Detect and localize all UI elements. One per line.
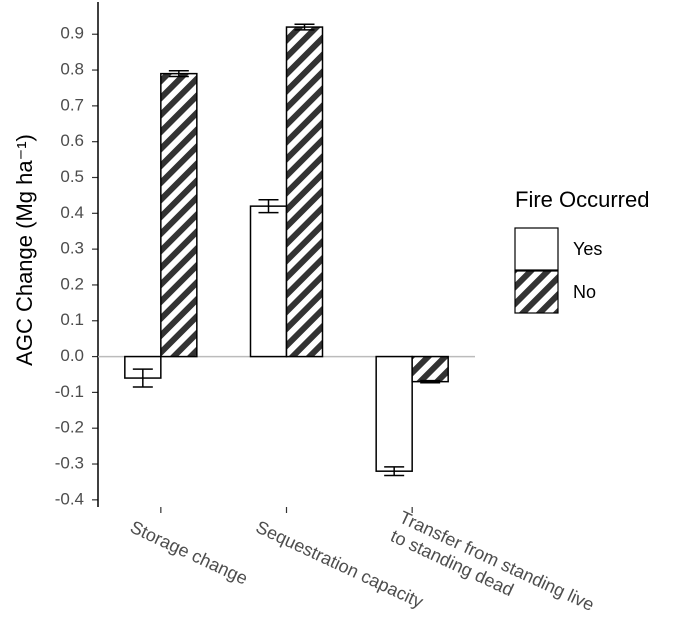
bar [411, 355, 449, 383]
bar [249, 205, 288, 358]
y-tick-label: -0.1 [55, 382, 84, 401]
y-tick-label: -0.4 [55, 489, 84, 508]
y-tick-label: 0.0 [60, 346, 84, 365]
error-bar [132, 368, 153, 388]
y-axis-label: AGC Change (Mg ha⁻¹) [12, 134, 37, 366]
x-tick-label: Storage change [127, 517, 251, 589]
error-bar [294, 23, 315, 31]
y-tick-label: -0.2 [55, 418, 84, 437]
error-bar [168, 70, 189, 78]
y-tick-label: 0.7 [60, 95, 84, 114]
y-tick-label: -0.3 [55, 454, 84, 473]
bar [375, 355, 413, 472]
x-tick-label: Transfer from standing liveto standing d… [388, 507, 598, 628]
legend-label: Yes [573, 239, 602, 259]
y-tick-label: 0.9 [60, 24, 84, 43]
error-bar [258, 198, 279, 214]
legend-label: No [573, 282, 596, 302]
y-tick-label: 0.8 [60, 60, 84, 79]
bar [160, 72, 198, 358]
y-tick-label: 0.5 [60, 167, 84, 186]
y-tick-label: 0.3 [60, 239, 84, 258]
y-tick-label: 0.2 [60, 274, 84, 293]
legend-title: Fire Occurred [515, 187, 649, 212]
y-tick-label: 0.1 [60, 310, 84, 329]
y-tick-label: 0.4 [60, 203, 84, 222]
error-bar [384, 466, 405, 477]
error-bar [420, 379, 441, 384]
y-tick-label: 0.6 [60, 131, 84, 150]
bar [285, 26, 324, 358]
legend-swatch [514, 270, 559, 314]
legend-swatch [514, 227, 559, 271]
